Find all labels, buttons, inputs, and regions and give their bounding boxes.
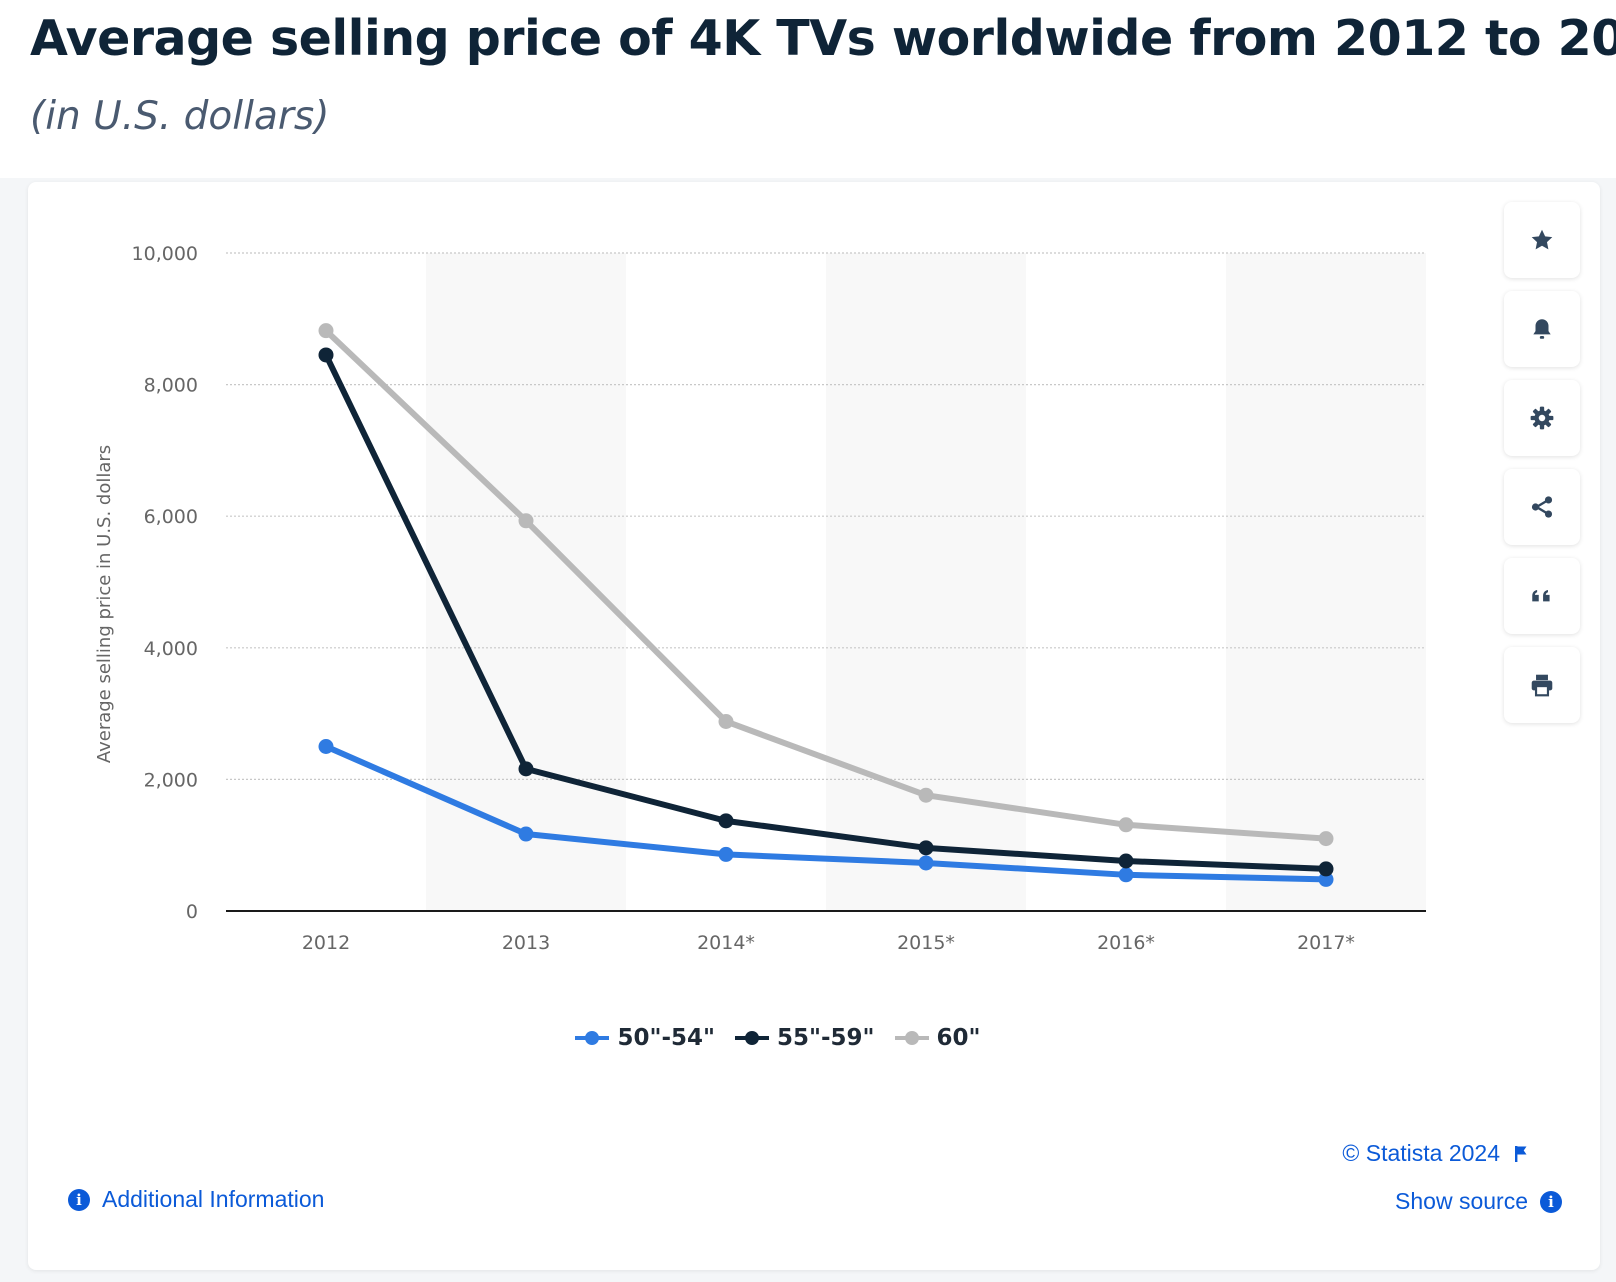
x-tick-label: 2015*	[897, 932, 955, 954]
legend-label: 50"-54"	[617, 1025, 715, 1051]
legend-item[interactable]: 50"-54"	[575, 1025, 715, 1051]
bell-icon	[1533, 319, 1551, 339]
print-button[interactable]	[1504, 647, 1580, 723]
y-tick-label: 2,000	[144, 769, 198, 791]
legend-marker	[575, 1031, 610, 1045]
favorite-button[interactable]	[1504, 202, 1580, 278]
data-point	[318, 323, 334, 339]
y-tick-label: 6,000	[144, 506, 198, 528]
settings-button[interactable]	[1504, 380, 1580, 456]
data-point	[1318, 871, 1334, 887]
x-tick-label: 2014*	[697, 932, 755, 954]
data-point	[1318, 861, 1334, 877]
series-line	[323, 743, 1329, 883]
quote-icon	[1532, 590, 1550, 602]
legend-label: 55"-59"	[777, 1025, 875, 1051]
statista-credit[interactable]: © Statista 2024	[1342, 1140, 1528, 1167]
flag-icon	[1515, 1145, 1527, 1162]
share-icon	[1531, 496, 1553, 518]
chart-legend: 50"-54" 55"-59" 60"	[28, 1025, 1528, 1051]
print-icon	[1531, 674, 1553, 697]
notification-button[interactable]	[1504, 291, 1580, 367]
additional-information-text: Additional Information	[102, 1186, 325, 1212]
series-line	[323, 327, 1329, 842]
chart-title: Average selling price of 4K TVs worldwid…	[30, 10, 1616, 67]
x-tick-label: 2012	[302, 932, 350, 954]
y-axis-label: Average selling price in U.S. dollars	[94, 445, 115, 763]
page-header: Average selling price of 4K TVs worldwid…	[0, 0, 1616, 178]
data-point	[518, 513, 534, 529]
credit-text: © Statista 2024	[1342, 1140, 1500, 1166]
cite-button[interactable]	[1504, 558, 1580, 634]
share-button[interactable]	[1504, 469, 1580, 545]
data-point	[918, 840, 934, 856]
series-line	[323, 351, 1329, 872]
data-point	[1118, 853, 1134, 869]
data-point	[518, 826, 534, 842]
chart-band	[1226, 253, 1426, 911]
additional-information-link[interactable]: i Additional Information	[68, 1186, 324, 1213]
info-icon: i	[1540, 1190, 1562, 1213]
legend-marker	[894, 1031, 929, 1045]
data-point	[318, 347, 334, 363]
data-point	[1318, 831, 1334, 847]
legend-item[interactable]: 60"	[894, 1025, 981, 1051]
data-point	[918, 855, 934, 871]
legend-marker	[735, 1031, 769, 1045]
data-point	[1118, 867, 1134, 883]
chart-band	[426, 253, 626, 911]
show-source-link[interactable]: Show source i	[1395, 1188, 1562, 1215]
y-tick-label: 10,000	[132, 243, 198, 265]
chart-band	[826, 253, 1026, 911]
legend-item[interactable]: 55"-59"	[735, 1025, 875, 1051]
y-tick-label: 0	[186, 901, 198, 923]
x-tick-label: 2013	[502, 932, 550, 954]
chart-card: 0 2,000 4,000 6,000 8,000 10,000 2012 2013 2014*…	[28, 182, 1600, 1270]
chart-subtitle: (in U.S. dollars)	[30, 94, 330, 139]
star-icon	[1531, 229, 1553, 250]
y-tick-label: 4,000	[144, 638, 198, 660]
data-point	[1118, 817, 1134, 833]
show-source-text: Show source	[1395, 1188, 1528, 1214]
x-tick-label: 2017*	[1297, 932, 1355, 954]
gear-icon	[1530, 406, 1554, 430]
line-chart: 0 2,000 4,000 6,000 8,000 10,000 2012 2013 2014*…	[94, 243, 1426, 954]
info-icon: i	[68, 1188, 90, 1211]
y-tick-label: 8,000	[144, 375, 198, 397]
legend-label: 60"	[936, 1025, 981, 1051]
data-point	[318, 739, 334, 754]
data-point	[918, 787, 934, 803]
data-point	[718, 813, 734, 829]
x-tick-label: 2016*	[1097, 932, 1155, 954]
data-point	[518, 761, 534, 777]
data-point	[718, 846, 734, 862]
data-point	[718, 713, 734, 729]
